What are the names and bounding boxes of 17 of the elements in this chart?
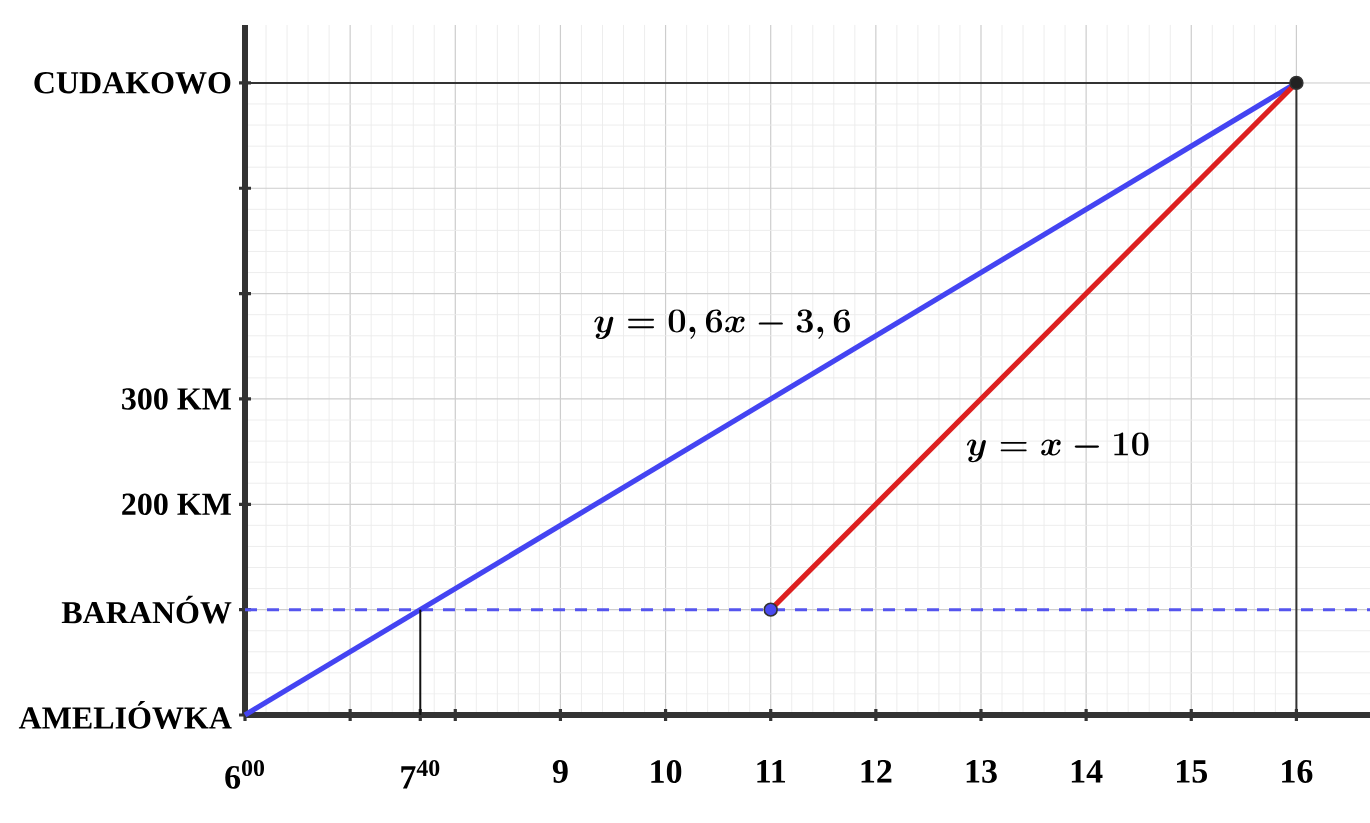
series-label: $y=0,6x-3,6$ (594, 309, 850, 340)
x-tick-label: 12 (861, 760, 892, 783)
x-tick-label: 11 (757, 760, 786, 783)
x-tick-label: 14 (1071, 760, 1103, 783)
x-tick-label: 6$^{00}$ (225, 760, 265, 789)
x-tick-label: 7$^{40}$ (401, 760, 440, 789)
y-tick-label: AMELIÓWKA (18, 701, 232, 729)
x-tick-label: 16 (1282, 760, 1313, 783)
x-tick-label: 9 (552, 760, 568, 783)
y-tick-label: 200 KM (122, 493, 231, 516)
y-tick-label: 300 KM (122, 388, 231, 410)
y-tick-label: CUDAKOWO (34, 72, 231, 94)
x-tick-label: 15 (1177, 760, 1208, 783)
x-tick-label: 13 (966, 760, 997, 783)
x-tick-label: 10 (651, 760, 682, 784)
series-label: $y=x-10$ (966, 432, 1149, 463)
y-tick-label: BARANÓW (61, 595, 232, 624)
